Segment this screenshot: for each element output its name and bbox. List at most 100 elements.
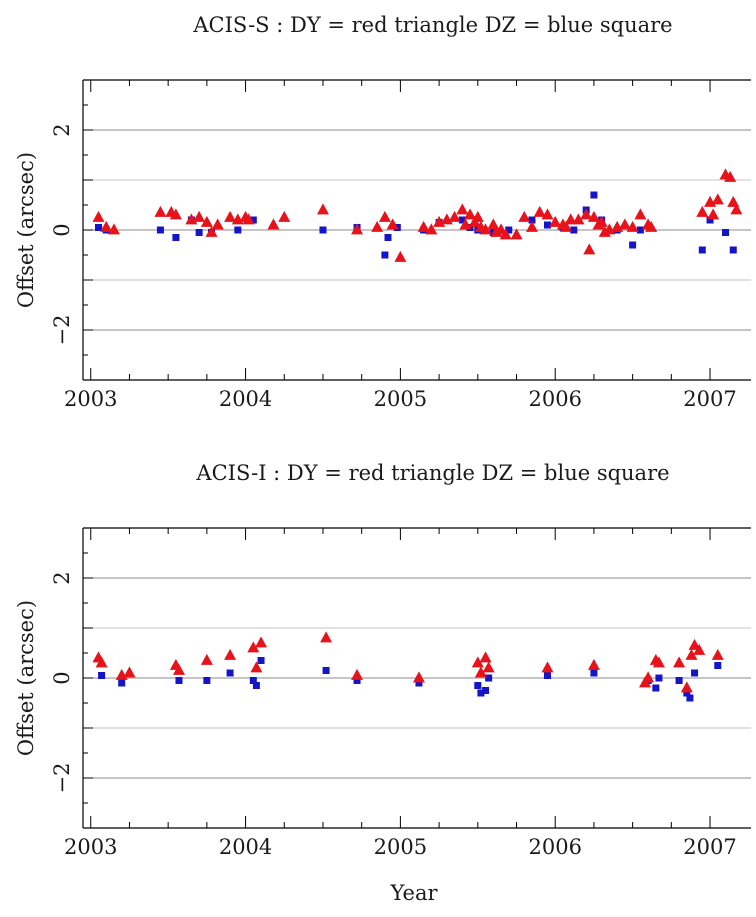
dz-square-point [322,667,330,674]
dy-triangle-point [541,208,554,220]
dy-triangle-point [499,228,512,240]
dy-triangle-point [642,671,655,683]
y-tick-label: 0 [50,671,74,684]
acis-s-panel: ACIS-S : DY = red triangle DZ = blue squ… [0,0,756,467]
chart-title: ACIS-S : DY = red triangle DZ = blue squ… [192,13,672,37]
dy-triangle-point [456,203,469,215]
dy-triangle-point [200,653,213,665]
dy-triangle-point [448,210,461,222]
dy-triangle-point [316,203,329,215]
x-tick-label: 2007 [683,387,736,411]
x-tick-label: 2004 [219,835,272,859]
dz-square-point [257,657,265,664]
dy-triangle-point [100,220,113,232]
dy-triangle-point [479,651,492,663]
dy-triangle-point [572,213,585,225]
dz-square-point [249,677,257,684]
dy-triangle-point [378,210,391,222]
dz-square-point [683,689,691,697]
dy-triangle-point [200,215,213,227]
dz-square-point [714,662,722,669]
dz-square-point [477,689,485,697]
dy-triangle-point [645,220,658,232]
y-tick-label: −2 [50,763,74,794]
dz-square-point [729,246,737,254]
dy-triangle-point [533,205,546,217]
dz-square-point [234,226,242,234]
dz-square-point [698,246,706,254]
dy-triangle-point [711,648,724,660]
dz-square-point [353,677,361,684]
dz-square-point [590,191,598,199]
dz-square-point [652,684,660,692]
dz-square-point [249,216,257,224]
y-tick-label: −2 [50,315,74,346]
dy-triangle-point [595,215,608,227]
dy-triangle-point [727,195,740,207]
dy-triangle-point [680,681,693,693]
dy-triangle-point [95,656,108,668]
dz-square-point [156,226,164,234]
dz-square-point [474,682,482,689]
x-tick-label: 2007 [683,835,736,859]
dy-triangle-point [673,656,686,668]
dy-triangle-point [560,220,573,232]
dy-triangle-point [169,208,182,220]
dy-triangle-point [351,668,364,680]
dz-square-point [415,679,423,687]
dy-triangle-point [490,225,503,237]
y-axis-label: Offset (arcsec) [14,152,38,308]
dz-square-point [319,226,327,234]
dz-square-point [655,674,663,682]
dy-triangle-point [425,223,438,235]
dy-triangle-point [724,170,737,182]
dz-square-point [172,234,180,241]
dz-square-point [485,674,493,682]
dy-triangle-point [278,210,291,222]
y-tick-label: 0 [50,223,74,236]
dz-square-point [381,251,389,259]
x-tick-label: 2005 [374,835,427,859]
dz-square-point [543,221,551,229]
dy-triangle-point [351,223,364,235]
dy-triangle-point [707,208,720,220]
acis-i-panel: ACIS-I : DY = red triangle DZ = blue squ… [0,430,756,912]
dz-square-point [691,669,699,677]
dy-triangle-point [154,205,167,217]
dz-square-point [686,694,694,702]
dy-triangle-point [211,218,224,230]
dz-square-point [94,224,102,231]
dy-triangle-point [587,210,600,222]
chart-title: ACIS-I : DY = red triangle DZ = blue squ… [195,461,669,485]
dz-square-point [543,672,551,679]
dy-triangle-point [371,220,384,232]
dy-triangle-point [471,210,484,222]
dz-square-point [175,677,183,684]
x-tick-label: 2004 [219,387,272,411]
y-tick-label: 2 [50,571,74,584]
dy-triangle-point [549,215,562,227]
dz-square-point [675,677,683,684]
dy-triangle-point [693,643,706,655]
dy-triangle-point [652,656,665,668]
dy-triangle-point [394,250,407,262]
x-tick-label: 2003 [64,835,117,859]
dy-triangle-point [618,218,631,230]
dz-square-point [722,229,730,236]
dy-triangle-point [525,220,538,232]
dy-triangle-point [583,243,596,255]
x-tick-label: 2006 [528,835,581,859]
x-tick-label: 2003 [64,387,117,411]
dy-triangle-point [205,225,218,237]
dy-triangle-point [487,218,500,230]
dz-square-point [226,669,234,677]
dy-triangle-point [193,210,206,222]
x-tick-label: 2005 [374,387,427,411]
dy-triangle-point [250,661,263,673]
dy-triangle-point [464,208,477,220]
dy-triangle-point [320,631,333,643]
dz-square-point [528,216,536,224]
dy-triangle-point [634,208,647,220]
dy-triangle-point [172,663,185,675]
dy-triangle-point [474,220,487,232]
